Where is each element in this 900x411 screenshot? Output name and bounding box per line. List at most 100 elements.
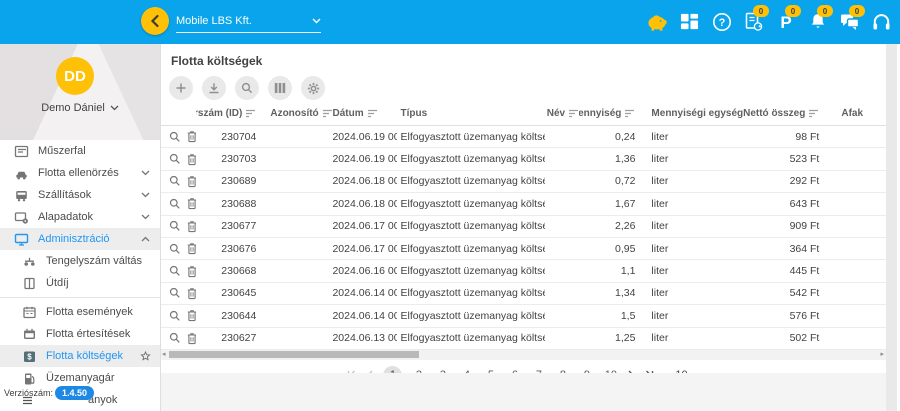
- sort-icon: [367, 109, 377, 118]
- table-row[interactable]: 230645 2024.06.14 00:00 Elfogyasztott üz…: [161, 283, 886, 306]
- cell-unit: liter: [651, 332, 669, 345]
- col-header-afa[interactable]: Áfak: [841, 108, 864, 119]
- scroll-right-arrow[interactable]: ▸: [880, 350, 884, 358]
- page-button-6[interactable]: 6: [507, 369, 522, 373]
- columns-button[interactable]: [268, 76, 292, 100]
- table-row[interactable]: 230668 2024.06.16 00:00 Elfogyasztott üz…: [161, 260, 886, 283]
- col-header-datum[interactable]: Dátum: [332, 108, 396, 119]
- page-button-8[interactable]: 8: [555, 369, 570, 373]
- delete-row-icon[interactable]: [186, 309, 197, 322]
- page-button-4[interactable]: 4: [459, 369, 474, 373]
- piggy-bank-icon[interactable]: [645, 9, 670, 34]
- view-row-icon[interactable]: [169, 175, 181, 187]
- delete-row-icon[interactable]: [186, 153, 197, 166]
- view-row-icon[interactable]: [169, 153, 181, 165]
- cell-qty: 1,5: [620, 309, 636, 322]
- table-row[interactable]: 230677 2024.06.17 00:00 Elfogyasztott üz…: [161, 216, 886, 238]
- table-row[interactable]: 230688 2024.06.18 00:00 Elfogyasztott üz…: [161, 193, 886, 216]
- view-row-icon[interactable]: [169, 220, 181, 232]
- top-bar: Mobile LBS Kft. ? 0 P 0 0 0: [0, 0, 900, 44]
- page-button-7[interactable]: 7: [531, 369, 546, 373]
- sidebar-item-partially-hidden[interactable]: ányok: [0, 389, 160, 411]
- download-button[interactable]: [202, 76, 226, 100]
- bell-icon[interactable]: 0: [805, 5, 833, 34]
- page-size-select[interactable]: 10: [675, 369, 699, 373]
- view-row-icon[interactable]: [169, 310, 181, 322]
- sidebar-item-szallitasok[interactable]: Szállítások: [0, 184, 160, 206]
- horizontal-scrollbar[interactable]: ◂ ▸: [161, 349, 886, 360]
- star-icon[interactable]: [139, 350, 152, 363]
- delete-row-icon[interactable]: [186, 265, 197, 278]
- table-row[interactable]: 230703 2024.06.19 00:00 Elfogyasztott üz…: [161, 148, 886, 171]
- user-menu[interactable]: Demo Dániel: [0, 102, 160, 114]
- col-header-netto-osszeg[interactable]: Nettó összeg: [743, 108, 828, 119]
- page-button-3[interactable]: 3: [435, 369, 450, 373]
- table-row[interactable]: 230644 2024.06.14 00:00 Elfogyasztott üz…: [161, 305, 886, 328]
- page-button-9[interactable]: 9: [579, 369, 594, 373]
- col-header-mennyiseg[interactable]: Mennyiség: [579, 108, 635, 119]
- delete-row-icon[interactable]: [186, 197, 197, 210]
- view-row-icon[interactable]: [169, 332, 181, 344]
- chat-icon[interactable]: 0: [837, 5, 865, 34]
- sidebar-item-flotta-esemenyek[interactable]: Flotta események: [0, 301, 160, 323]
- sidebar-item-muszerfal[interactable]: Műszerfal: [0, 140, 160, 162]
- scroll-left-arrow[interactable]: ◂: [162, 350, 166, 358]
- delete-row-icon[interactable]: [186, 175, 197, 188]
- delete-row-icon[interactable]: [186, 242, 197, 255]
- col-header-sorszam[interactable]: Sorszám (ID): [196, 108, 256, 119]
- sidebar-item-flotta-ertesitesek[interactable]: Flotta értesítések: [0, 323, 160, 345]
- help-icon[interactable]: ?: [709, 9, 734, 34]
- sidebar-item-flotta-ellenorzes[interactable]: Flotta ellenörzés: [0, 162, 160, 184]
- view-row-icon[interactable]: [169, 287, 181, 299]
- page-button-5[interactable]: 5: [483, 369, 498, 373]
- delete-row-icon[interactable]: [186, 130, 197, 143]
- table-row[interactable]: 230627 2024.06.13 00:00 Elfogyasztott üz…: [161, 328, 886, 350]
- add-button[interactable]: [169, 76, 193, 100]
- cell-type: Elfogyasztott üzemanyag költség (rendsze…: [400, 287, 546, 300]
- next-page-button[interactable]: [627, 370, 635, 373]
- apps-grid-icon[interactable]: [677, 9, 702, 34]
- scrollbar-thumb[interactable]: [169, 351, 419, 359]
- col-header-nev[interactable]: Név: [545, 108, 579, 119]
- user-name: Demo Dániel: [41, 102, 105, 114]
- avatar[interactable]: DD: [56, 57, 94, 95]
- axle-icon: [22, 254, 46, 269]
- page-button-1[interactable]: 1: [383, 365, 403, 373]
- search-button[interactable]: [235, 76, 259, 100]
- company-select[interactable]: Mobile LBS Kft.: [176, 9, 321, 33]
- sidebar-item-flotta-koltsegek[interactable]: $ Flotta költségek: [0, 345, 160, 367]
- sidebar-item-uzemanyagar[interactable]: Üzemanyagár: [0, 367, 160, 389]
- table-row[interactable]: 230704 2024.06.19 00:00 Elfogyasztott üz…: [161, 126, 886, 149]
- col-header-tipus[interactable]: Típus: [400, 108, 428, 119]
- sidebar-item-utdij[interactable]: Útdíj: [0, 272, 160, 294]
- delete-row-icon[interactable]: [186, 220, 197, 233]
- cell-net: 909 Ft: [789, 220, 820, 233]
- col-header-azonosito[interactable]: Azonosító: [256, 108, 332, 119]
- parking-icon[interactable]: P 0: [773, 5, 801, 34]
- prev-page-button[interactable]: [366, 370, 374, 373]
- pagination: 1 2 3 4 5 6 7 8 9 10 10: [161, 365, 886, 373]
- page-button-2[interactable]: 2: [411, 369, 426, 373]
- first-page-button[interactable]: [347, 370, 357, 373]
- delete-row-icon[interactable]: [186, 287, 197, 300]
- chevron-down-icon: [141, 192, 150, 198]
- delete-row-icon[interactable]: [186, 332, 197, 345]
- table-row[interactable]: 230689 2024.06.18 00:00 Elfogyasztott üz…: [161, 171, 886, 194]
- settings-button[interactable]: [301, 76, 325, 100]
- sidebar-item-adminisztracio[interactable]: Adminisztráció: [0, 228, 160, 250]
- cell-unit: liter: [651, 287, 669, 300]
- sidebar-item-alapadatok[interactable]: Alapadatok: [0, 206, 160, 228]
- view-row-icon[interactable]: [169, 198, 181, 210]
- table-row[interactable]: 230676 2024.06.17 00:00 Elfogyasztott üz…: [161, 238, 886, 261]
- view-row-icon[interactable]: [169, 265, 181, 277]
- sidebar-item-tengelyszam-valtas[interactable]: Tengelyszám váltás: [0, 250, 160, 272]
- page-button-10[interactable]: 10: [603, 369, 618, 373]
- view-row-icon[interactable]: [169, 243, 181, 255]
- last-page-button[interactable]: [644, 370, 654, 373]
- col-header-mennyisegi-egyseg[interactable]: Mennyiségi egység: [635, 108, 742, 119]
- headset-icon[interactable]: [869, 9, 894, 34]
- back-button[interactable]: [141, 7, 169, 35]
- vertical-scrollbar[interactable]: [886, 44, 897, 411]
- view-row-icon[interactable]: [169, 131, 181, 143]
- document-sync-icon[interactable]: 0: [741, 5, 769, 34]
